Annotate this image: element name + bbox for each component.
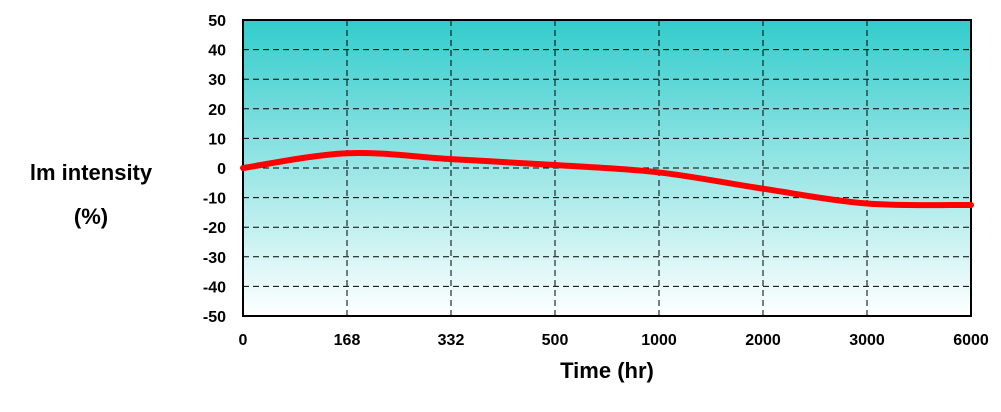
y-tick-label: 40 [208, 43, 226, 60]
y-tick-label: 50 [208, 13, 226, 30]
y-tick-labels: 50 40 30 20 10 0 -10 -20 -30 -40 -50 [203, 13, 226, 326]
y-tick-label: -30 [203, 250, 226, 267]
series-line [240, 149, 974, 209]
y-tick-label: -10 [203, 191, 226, 208]
y-tick-label: -50 [203, 309, 226, 326]
y-tick-label: 10 [208, 131, 226, 148]
x-tick-label: 332 [438, 332, 465, 349]
y-tick-label: -40 [203, 279, 226, 296]
x-tick-label: 2000 [745, 332, 781, 349]
x-tick-labels: 0 168 332 500 1000 2000 3000 6000 [239, 332, 989, 349]
y-tick-label: 20 [208, 102, 226, 119]
x-tick-label: 3000 [849, 332, 885, 349]
x-tick-label: 1000 [641, 332, 677, 349]
y-tick-label: 0 [217, 161, 226, 178]
y-axis-title-line2: (%) [74, 204, 108, 229]
y-tick-label: -20 [203, 220, 226, 237]
x-tick-label: 6000 [953, 332, 989, 349]
y-axis-title-line1: lm intensity [30, 160, 153, 185]
x-axis-title: Time (hr) [560, 358, 654, 383]
x-tick-label: 0 [239, 332, 248, 349]
x-tick-label: 168 [334, 332, 361, 349]
x-tick-label: 500 [542, 332, 569, 349]
y-tick-label: 30 [208, 72, 226, 89]
